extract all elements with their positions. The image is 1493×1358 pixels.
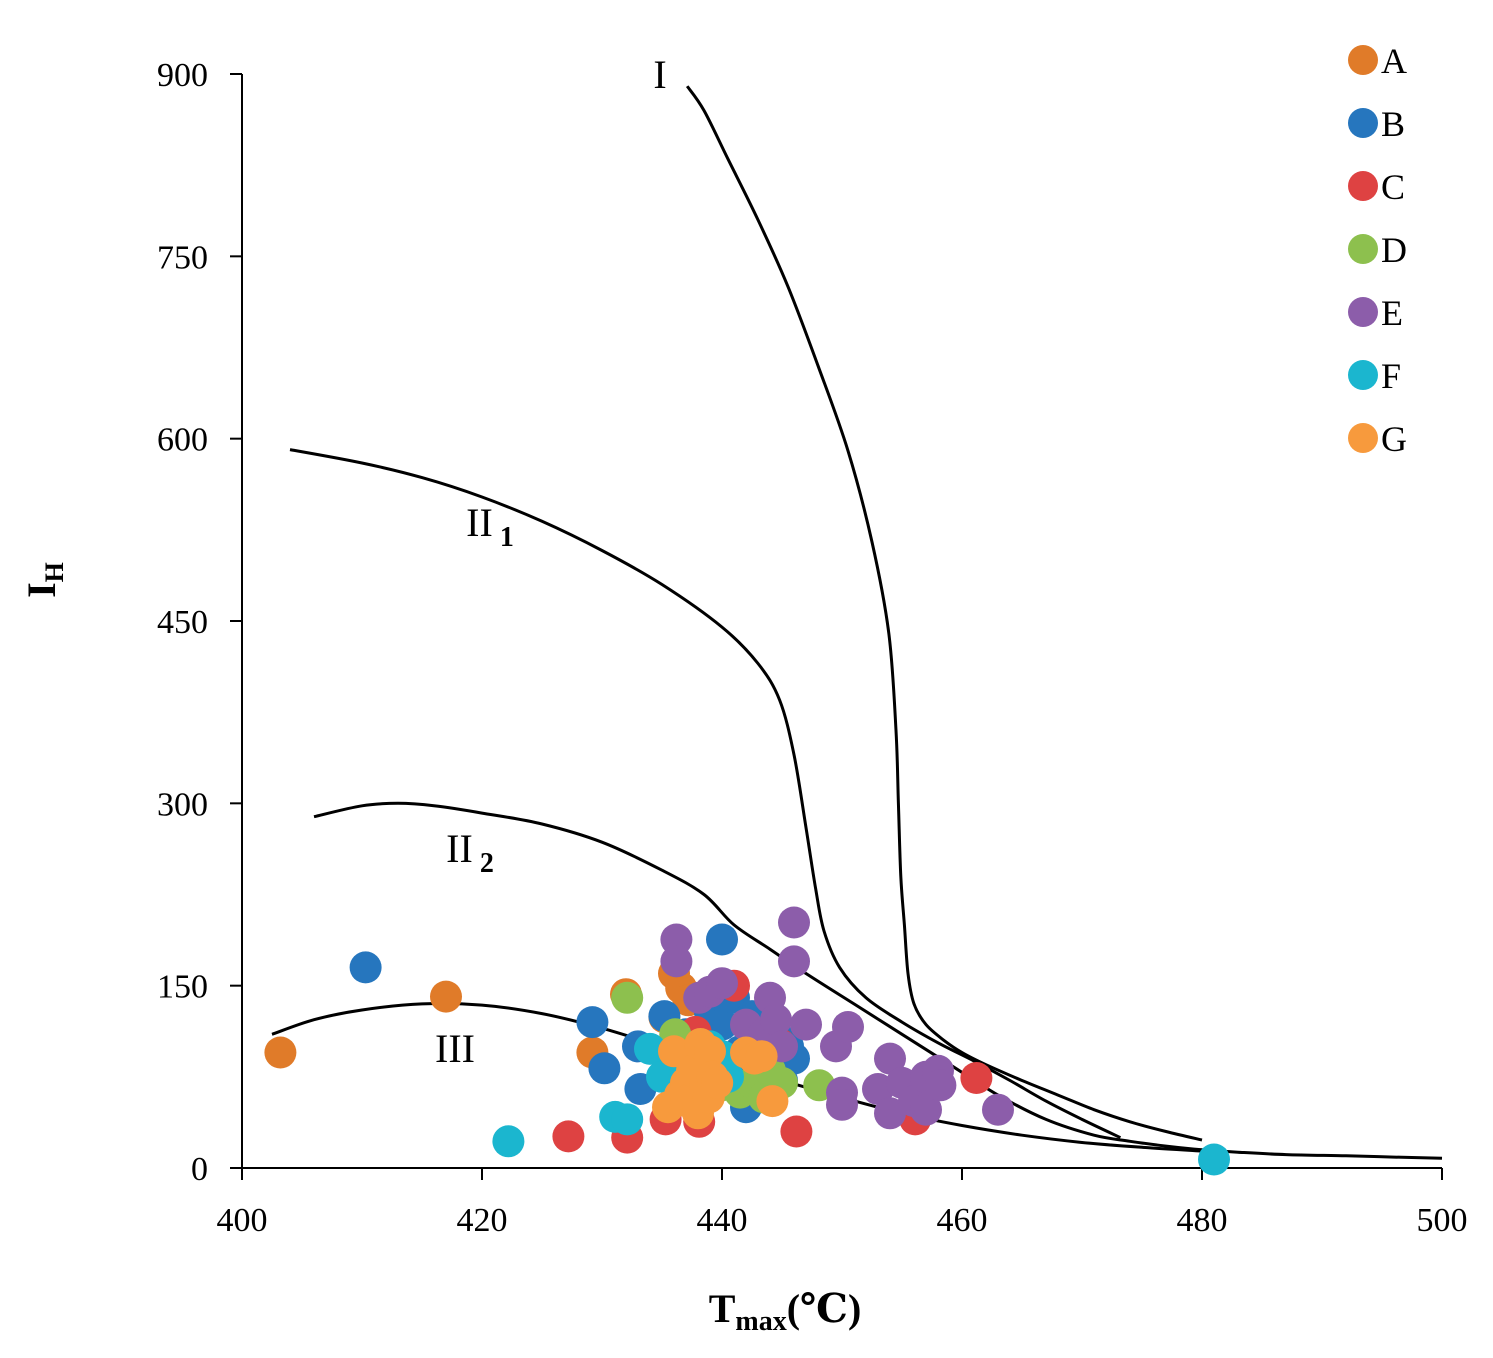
data-point-f — [634, 1032, 666, 1065]
data-point-e — [924, 1069, 957, 1102]
legend-marker-a — [1348, 45, 1378, 75]
legend-marker-c — [1348, 171, 1378, 201]
legend-marker-g — [1348, 423, 1378, 453]
data-point-b — [706, 923, 738, 956]
data-point-e — [874, 1042, 906, 1075]
y-axis-title-subscript: H — [40, 562, 69, 582]
data-point-c — [960, 1062, 993, 1094]
data-point-e — [760, 1003, 792, 1036]
curve-label-main: III — [435, 1026, 475, 1071]
y-tick-label: 900 — [157, 57, 208, 94]
data-point-e — [982, 1093, 1014, 1126]
data-point-b — [349, 951, 382, 984]
data-point-c — [552, 1120, 585, 1153]
data-point-f — [492, 1125, 525, 1158]
x-tick-label: 420 — [457, 1202, 508, 1239]
data-point-g — [694, 1035, 726, 1068]
curve-label-ii2: II 2 — [446, 826, 494, 879]
legend-marker-e — [1348, 297, 1378, 327]
data-point-e — [660, 923, 693, 956]
curve-label-iii: III — [435, 1026, 475, 1071]
x-tick-label: 480 — [1177, 1202, 1228, 1239]
data-point-e — [660, 945, 693, 978]
data-point-d — [611, 981, 644, 1014]
axes: 0 150 300 450 600 750 900 400 420 440 460 480 500 — [157, 57, 1468, 1239]
legend-label-f: F — [1381, 356, 1401, 396]
curve-label-ii1: II 1 — [466, 500, 514, 553]
y-tick-label: 750 — [157, 239, 208, 276]
legend-label-a: A — [1381, 41, 1407, 81]
data-point-e — [874, 1097, 906, 1130]
curve-label-subscript: 1 — [493, 522, 514, 553]
legend-marker-b — [1348, 108, 1378, 138]
y-tick-label: 0 — [191, 1151, 208, 1188]
y-tick-label: 600 — [157, 422, 208, 459]
x-tick-label: 400 — [217, 1202, 268, 1239]
x-axis-title-subscript: max — [735, 1306, 786, 1337]
y-tick-label: 450 — [157, 604, 208, 641]
data-point-e — [910, 1093, 942, 1126]
curve-label-subscript: 2 — [473, 848, 494, 879]
curve-i — [685, 85, 1203, 1142]
x-axis-title-main: T — [709, 1286, 736, 1331]
data-point-a — [430, 980, 462, 1013]
y-axis-title: IH — [19, 562, 69, 598]
x-tick-label: 500 — [1417, 1202, 1468, 1239]
legend-label-b: B — [1381, 104, 1405, 144]
data-point-a — [264, 1036, 297, 1069]
curve-ii2 — [313, 801, 1443, 1160]
x-axis-title: Tmax(℃) — [709, 1286, 862, 1337]
legend-label-c: C — [1381, 167, 1405, 207]
data-point-f — [1198, 1143, 1230, 1176]
data-point-e — [826, 1088, 858, 1121]
legend-label-e: E — [1381, 293, 1403, 333]
data-point-e — [790, 1008, 822, 1041]
curve-label-i: I — [653, 52, 666, 97]
data-point-b — [576, 1006, 609, 1039]
data-point-e — [778, 906, 810, 939]
legend-label-g: G — [1381, 419, 1407, 459]
data-point-e — [706, 967, 738, 1000]
data-point-e — [862, 1073, 894, 1105]
x-axis-title-unit: (℃) — [787, 1286, 862, 1331]
data-point-g — [745, 1040, 778, 1073]
curve-label-main: II — [466, 500, 493, 545]
data-point-e — [778, 945, 810, 978]
data-point-b — [588, 1052, 621, 1085]
legend-marker-f — [1348, 360, 1378, 390]
curve-label-main: II — [446, 826, 473, 871]
data-points — [264, 906, 1230, 1176]
x-tick-label: 440 — [697, 1202, 748, 1239]
data-point-g — [701, 1066, 734, 1099]
x-tick-label: 460 — [937, 1202, 988, 1239]
data-point-c — [780, 1115, 813, 1148]
data-point-g — [756, 1085, 789, 1118]
y-axis-title-main: I — [19, 582, 64, 598]
legend-label-d: D — [1381, 230, 1407, 270]
curve-label-main: I — [653, 52, 666, 97]
y-tick-label: 150 — [157, 969, 208, 1006]
data-point-e — [832, 1011, 864, 1043]
axis-titles: Tmax(℃) IH — [19, 562, 861, 1337]
data-point-f — [611, 1103, 644, 1136]
y-tick-label: 300 — [157, 786, 208, 823]
legend-marker-d — [1348, 234, 1378, 264]
